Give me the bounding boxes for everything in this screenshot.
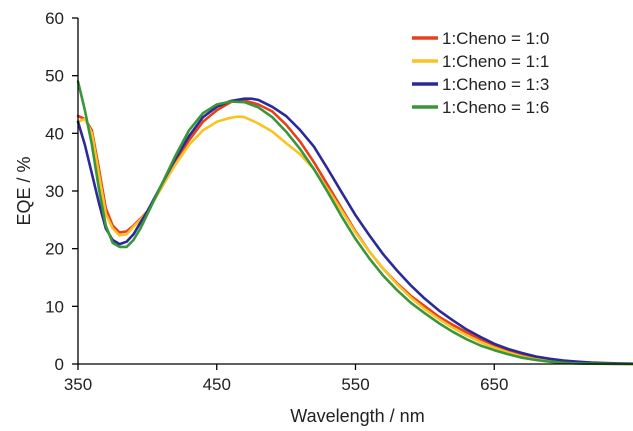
x-tick-label: 350 — [64, 375, 92, 394]
series-line-3 — [76, 97, 633, 365]
y-tick-label: 50 — [45, 67, 64, 86]
ticks-layer: 0 10 20 30 40 50 60 350 450 550 650 — [45, 9, 508, 394]
series-line-2 — [76, 115, 633, 366]
y-axis-title: EQE / % — [14, 156, 34, 225]
y-tick-label: 20 — [45, 240, 64, 259]
y-tick-label: 0 — [55, 355, 64, 374]
series-line-4 — [76, 80, 633, 366]
series-layer — [76, 80, 633, 366]
y-tick-label: 10 — [45, 297, 64, 316]
y-tick-label: 30 — [45, 182, 64, 201]
x-axis-title: Wavelength / nm — [290, 406, 424, 426]
axes-layer — [77, 18, 633, 365]
x-tick-label: 650 — [480, 375, 508, 394]
legend-label: 1:Cheno = 1:0 — [442, 29, 549, 48]
legend-label: 1:Cheno = 1:1 — [442, 52, 549, 71]
legend-label: 1:Cheno = 1:6 — [442, 98, 549, 117]
x-tick-label: 450 — [203, 375, 231, 394]
legend: 1:Cheno = 1:0 1:Cheno = 1:1 1:Cheno = 1:3 1… — [412, 29, 549, 117]
x-tick-label: 550 — [341, 375, 369, 394]
y-tick-label: 40 — [45, 124, 64, 143]
legend-label: 1:Cheno = 1:3 — [442, 75, 549, 94]
y-tick-label: 60 — [45, 9, 64, 28]
